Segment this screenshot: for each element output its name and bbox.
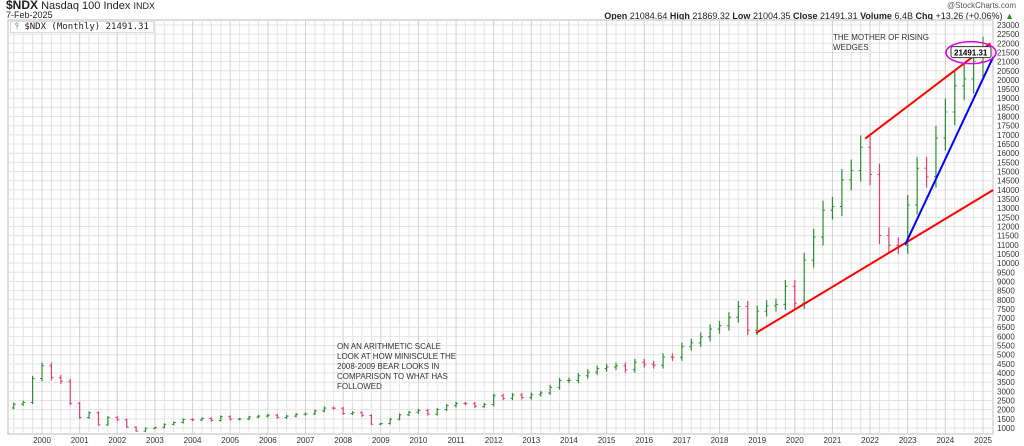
x-tick-label: 2025 — [974, 436, 992, 445]
y-tick-label: 10500 — [997, 250, 1020, 259]
y-tick-label: 5500 — [997, 342, 1015, 351]
y-tick-label: 19500 — [997, 85, 1020, 94]
highlight-circle — [945, 40, 997, 65]
y-tick-label: 6000 — [997, 332, 1015, 341]
y-tick-label: 3000 — [997, 387, 1015, 396]
y-tick-label: 16000 — [997, 149, 1020, 158]
y-tick-label: 2000 — [997, 406, 1015, 415]
y-tick-label: 21500 — [997, 48, 1020, 57]
x-tick-label: 2010 — [410, 436, 428, 445]
x-tick-label: 2023 — [899, 436, 917, 445]
x-tick-label: 2002 — [108, 436, 126, 445]
annotation-rising-wedges: THE MOTHER OF RISING WEDGES — [833, 33, 929, 52]
y-tick-label: 18000 — [997, 113, 1020, 122]
y-tick-label: 19000 — [997, 94, 1020, 103]
x-tick-label: 2022 — [861, 436, 879, 445]
y-tick-label: 17000 — [997, 131, 1020, 140]
x-tick-label: 2009 — [372, 436, 390, 445]
x-tick-label: 2017 — [673, 436, 691, 445]
chart-date: 7-Feb-2025 — [6, 10, 53, 20]
y-tick-label: 3500 — [997, 378, 1015, 387]
x-tick-label: 2007 — [297, 436, 315, 445]
y-tick-label: 15500 — [997, 158, 1020, 167]
x-tick-label: 2013 — [522, 436, 540, 445]
y-tick-label: 11500 — [997, 232, 1019, 241]
x-tick-label: 2015 — [598, 436, 616, 445]
x-tick-label: 2016 — [635, 436, 653, 445]
y-tick-label: 18500 — [997, 103, 1020, 112]
y-tick-label: 22500 — [997, 30, 1020, 39]
last-value-label: 21491.31 — [954, 49, 988, 58]
y-tick-label: 15000 — [997, 168, 1020, 177]
x-tick-label: 2020 — [786, 436, 804, 445]
x-tick-label: 2005 — [221, 436, 239, 445]
x-tick-label: 2014 — [560, 436, 578, 445]
y-tick-label: 16500 — [997, 140, 1020, 149]
x-tick-label: 2018 — [711, 436, 729, 445]
y-tick-label: 1500 — [997, 415, 1015, 424]
y-tick-label: 4500 — [997, 360, 1015, 369]
x-tick-label: 2011 — [447, 436, 465, 445]
trendline-lower-wedge — [755, 189, 994, 334]
series-legend: ⫯ $NDX (Monthly) 21491.31 — [10, 21, 154, 33]
y-tick-label: 13000 — [997, 204, 1020, 213]
x-tick-label: 2003 — [146, 436, 164, 445]
y-tick-label: 8500 — [997, 287, 1015, 296]
y-tick-label: 20000 — [997, 76, 1020, 85]
chart-title: $NDX Nasdaq 100 Index INDX — [6, 0, 155, 12]
y-tick-label: 11000 — [997, 241, 1019, 250]
y-tick-label: 12500 — [997, 213, 1020, 222]
y-tick-label: 20500 — [997, 67, 1020, 76]
x-tick-label: 2024 — [936, 436, 954, 445]
x-tick-label: 2000 — [33, 436, 51, 445]
x-tick-label: 2021 — [824, 436, 842, 445]
y-tick-label: 14000 — [997, 186, 1020, 195]
plot-area — [7, 19, 994, 435]
y-tick-label: 4000 — [997, 369, 1015, 378]
x-tick-label: 2001 — [71, 436, 89, 445]
y-tick-label: 21000 — [997, 58, 1020, 67]
y-tick-label: 22000 — [997, 39, 1020, 48]
y-tick-label: 6500 — [997, 323, 1015, 332]
y-tick-label: 10000 — [997, 259, 1020, 268]
y-tick-label: 7000 — [997, 314, 1015, 323]
y-tick-label: 9000 — [997, 277, 1015, 286]
annotation-arithmetic-scale: ON AN ARITHMETIC SCALE LOOK AT HOW MINIS… — [337, 342, 457, 391]
x-tick-label: 2006 — [259, 436, 277, 445]
y-tick-label: 5000 — [997, 351, 1015, 360]
y-tick-label: 17500 — [997, 122, 1020, 131]
y-tick-label: 7500 — [997, 305, 1015, 314]
y-tick-label: 12000 — [997, 222, 1020, 231]
x-tick-label: 2004 — [184, 436, 202, 445]
trendline-upper-wedge — [864, 42, 992, 140]
ohlc-readout: Open 21084.64 High 21869.32 Low 21004.35… — [604, 11, 1014, 21]
y-tick-label: 13500 — [997, 195, 1020, 204]
y-tick-label: 8000 — [997, 296, 1015, 305]
last-value-box — [950, 46, 992, 59]
y-tick-label: 2500 — [997, 397, 1015, 406]
x-tick-label: 2019 — [748, 436, 766, 445]
x-tick-label: 2008 — [334, 436, 352, 445]
y-tick-label: 9500 — [997, 268, 1015, 277]
trendline-blue-support — [904, 56, 995, 246]
credit: @StockCharts.com — [946, 1, 1016, 10]
x-tick-label: 2012 — [485, 436, 503, 445]
y-tick-label: 14500 — [997, 177, 1020, 186]
y-tick-label: 1000 — [997, 424, 1015, 433]
y-tick-label: 23000 — [997, 21, 1020, 30]
